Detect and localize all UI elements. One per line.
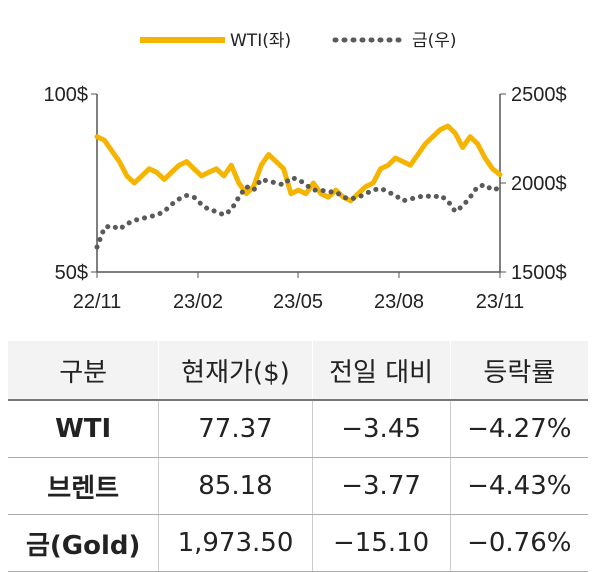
tick-labels: 100$ 50$ 2500$ 2000$ 1500$ 22/11 23/02 2…	[44, 84, 567, 313]
right-tick-label: 2000$	[511, 173, 567, 195]
cell-change-rate: −0.76%	[450, 515, 588, 572]
axes	[91, 94, 506, 278]
table-row: WTI 77.37 −3.45 −4.27%	[8, 400, 588, 458]
table-row: 금(Gold) 1,973.50 −15.10 −0.76%	[8, 515, 588, 572]
cell-change-rate: −4.27%	[450, 400, 588, 458]
series-line-wti	[97, 126, 500, 201]
x-tick-label: 23/08	[374, 291, 424, 313]
table-header-row: 구분 현재가($) 전일 대비 등락률	[8, 341, 588, 400]
legend: WTI(좌) 금(우)	[140, 31, 457, 51]
cell-price: 85.18	[159, 458, 312, 515]
header-change-rate: 등락률	[450, 341, 588, 400]
left-tick-label: 50$	[55, 262, 88, 284]
cell-price: 1,973.50	[159, 515, 312, 572]
right-tick-label: 2500$	[511, 84, 567, 106]
row-label: 브렌트	[8, 458, 159, 515]
x-tick-label: 23/05	[273, 291, 323, 313]
row-label: WTI	[8, 400, 159, 458]
x-tick-label: 23/02	[173, 291, 223, 313]
cell-change-rate: −4.43%	[450, 458, 588, 515]
x-tick-label: 22/11	[73, 291, 122, 313]
cell-price: 77.37	[159, 400, 312, 458]
right-tick-label: 1500$	[511, 262, 567, 284]
oil-gold-line-chart: WTI(좌) 금(우) 100$ 50$ 2500$ 2000$ 1500$ 2…	[0, 0, 600, 335]
header-price: 현재가($)	[159, 341, 312, 400]
legend-wti-label: WTI(좌)	[230, 31, 291, 51]
header-change: 전일 대비	[312, 341, 450, 400]
cell-change: −15.10	[312, 515, 450, 572]
plot-area	[97, 126, 500, 247]
cell-change: −3.45	[312, 400, 450, 458]
cell-change: −3.77	[312, 458, 450, 515]
left-tick-label: 100$	[44, 84, 89, 106]
x-tick-label: 23/11	[476, 291, 525, 313]
row-label: 금(Gold)	[8, 515, 159, 572]
header-category: 구분	[8, 341, 159, 400]
legend-gold-label: 금(우)	[412, 31, 457, 51]
table-row: 브렌트 85.18 −3.77 −4.43%	[8, 458, 588, 515]
price-table: 구분 현재가($) 전일 대비 등락률 WTI 77.37 −3.45 −4.2…	[8, 341, 588, 572]
